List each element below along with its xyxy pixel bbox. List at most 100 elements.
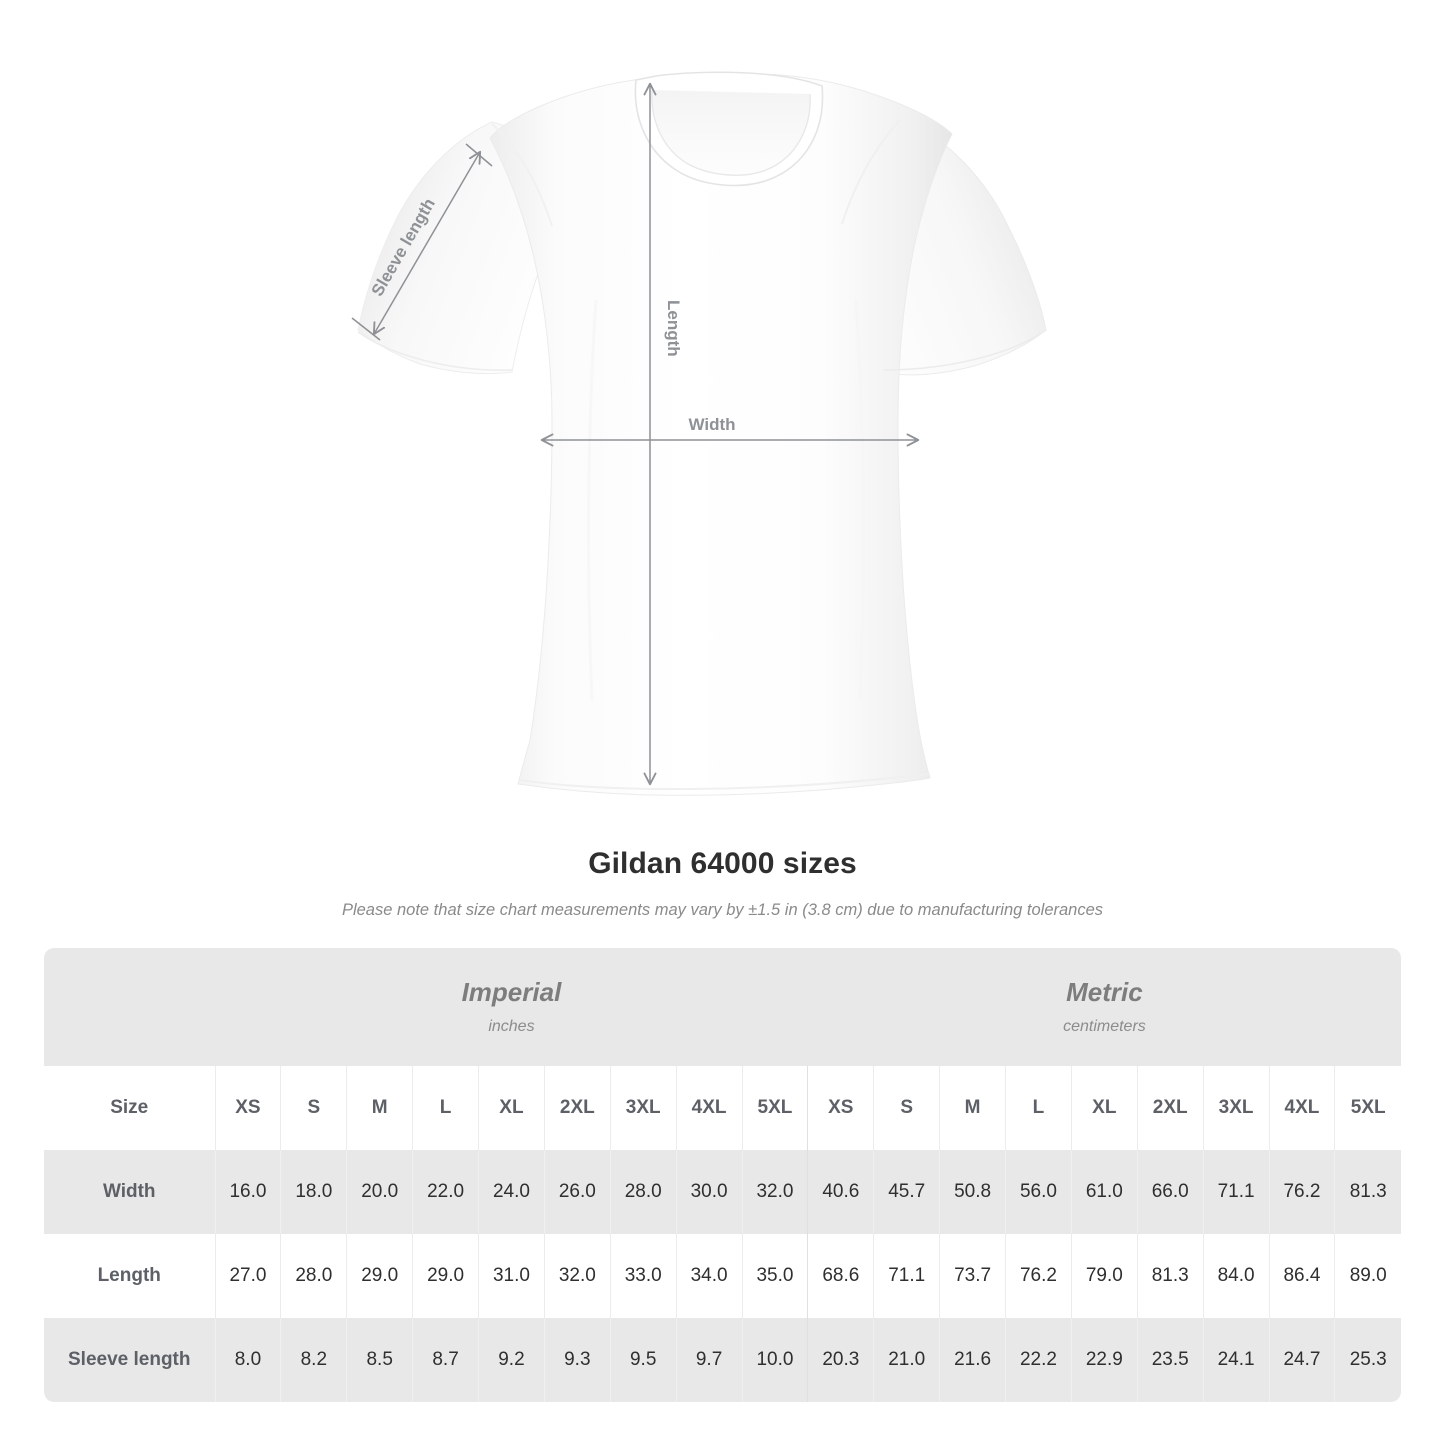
cell-length-imperial-5xl: 35.0 (741, 1234, 808, 1318)
cell-width-metric-5xl: 81.3 (1334, 1150, 1401, 1234)
cell-length-metric-s: 71.1 (873, 1234, 940, 1318)
tshirt-diagram: Sleeve length Length Width (351, 71, 1047, 796)
table-row-length: Length 27.0 28.0 29.0 29.0 31.0 32.0 33.… (44, 1234, 1401, 1318)
cell-width-metric-xs: 40.6 (807, 1150, 874, 1234)
header-imperial-4xl: 4XL (675, 1066, 742, 1150)
row-label-width: Width (44, 1150, 215, 1234)
cell-width-metric-s: 45.7 (873, 1150, 940, 1234)
cell-width-metric-xl: 61.0 (1070, 1150, 1138, 1234)
cell-width-metric-3xl: 71.1 (1202, 1150, 1269, 1234)
table-row-width: Width 16.0 18.0 20.0 22.0 24.0 26.0 28.0… (44, 1150, 1401, 1234)
cell-length-imperial-s: 28.0 (280, 1234, 347, 1318)
cell-sleeve-metric-3xl: 24.1 (1202, 1318, 1269, 1402)
cell-sleeve-imperial-2xl: 9.3 (543, 1318, 611, 1402)
cell-length-metric-2xl: 81.3 (1136, 1234, 1204, 1318)
cell-width-imperial-xl: 24.0 (478, 1150, 545, 1234)
cell-length-metric-xs: 68.6 (807, 1234, 874, 1318)
header-metric-xs: XS (807, 1066, 874, 1150)
cell-width-metric-4xl: 76.2 (1268, 1150, 1335, 1234)
cell-length-metric-m: 73.7 (939, 1234, 1006, 1318)
header-metric-5xl: 5XL (1334, 1066, 1401, 1150)
cell-length-metric-l: 76.2 (1005, 1234, 1072, 1318)
cell-sleeve-metric-5xl: 25.3 (1334, 1318, 1401, 1402)
header-imperial-s: S (280, 1066, 347, 1150)
sleeve-cap-bottom (351, 317, 381, 341)
cell-sleeve-imperial-5xl: 10.0 (741, 1318, 808, 1402)
header-imperial-3xl: 3XL (609, 1066, 677, 1150)
cell-length-imperial-3xl: 33.0 (609, 1234, 677, 1318)
cell-sleeve-metric-xs: 20.3 (807, 1318, 874, 1402)
cell-width-imperial-4xl: 30.0 (675, 1150, 742, 1234)
page-title: Gildan 64000 sizes (588, 847, 857, 880)
width-label: Width (688, 415, 735, 434)
header-imperial-xl: XL (478, 1066, 545, 1150)
unit-sub-imperial: inches (488, 1017, 535, 1035)
cell-sleeve-metric-2xl: 23.5 (1136, 1318, 1204, 1402)
cell-width-metric-l: 56.0 (1005, 1150, 1072, 1234)
cell-length-metric-3xl: 84.0 (1202, 1234, 1269, 1318)
width-annotation: Width (542, 415, 918, 440)
unit-banner-row: Imperial inches Metric centimeters (44, 948, 1401, 1066)
cell-length-imperial-m: 29.0 (346, 1234, 413, 1318)
header-imperial-m: M (346, 1066, 413, 1150)
cell-length-imperial-2xl: 32.0 (543, 1234, 611, 1318)
cell-length-metric-5xl: 89.0 (1334, 1234, 1401, 1318)
cell-length-imperial-l: 29.0 (412, 1234, 479, 1318)
cell-width-imperial-m: 20.0 (346, 1150, 413, 1234)
cell-sleeve-metric-s: 21.0 (873, 1318, 940, 1402)
size-table-container: Imperial inches Metric centimeters Size … (44, 948, 1401, 1402)
cell-length-imperial-xl: 31.0 (478, 1234, 545, 1318)
header-imperial-l: L (412, 1066, 479, 1150)
cell-width-imperial-l: 22.0 (412, 1150, 479, 1234)
unit-name-metric: Metric (1066, 976, 1143, 1007)
chart-heading: Gildan 64000 sizes Please note that size… (0, 846, 1445, 921)
cell-sleeve-imperial-l: 8.7 (412, 1318, 479, 1402)
header-metric-m: M (939, 1066, 1006, 1150)
size-table: Imperial inches Metric centimeters Size … (44, 948, 1401, 1402)
cell-length-imperial-xs: 27.0 (214, 1234, 281, 1318)
cell-sleeve-metric-m: 21.6 (939, 1318, 1006, 1402)
sleeve-measure-line (374, 152, 480, 334)
header-metric-l: L (1005, 1066, 1072, 1150)
cell-sleeve-imperial-4xl: 9.7 (675, 1318, 742, 1402)
size-header-row: Size XS S M L XL 2XL 3XL 4XL 5XL XS S M … (44, 1066, 1401, 1150)
cell-width-imperial-xs: 16.0 (214, 1150, 281, 1234)
cell-sleeve-metric-l: 22.2 (1005, 1318, 1072, 1402)
row-label-sleeve-length: Sleeve length (44, 1318, 215, 1402)
header-imperial-xs: XS (214, 1066, 281, 1150)
header-imperial-5xl: 5XL (741, 1066, 808, 1150)
cell-sleeve-imperial-s: 8.2 (280, 1318, 347, 1402)
row-label-length: Length (44, 1234, 215, 1318)
cell-sleeve-imperial-xl: 9.2 (478, 1318, 545, 1402)
unit-group-imperial: Imperial inches (215, 948, 808, 1066)
cell-width-imperial-2xl: 26.0 (543, 1150, 611, 1234)
cell-sleeve-imperial-xs: 8.0 (214, 1318, 281, 1402)
cell-width-imperial-3xl: 28.0 (609, 1150, 677, 1234)
table-row-sleeve-length: Sleeve length 8.0 8.2 8.5 8.7 9.2 9.3 9.… (44, 1318, 1401, 1402)
unit-spacer-cell (44, 948, 215, 1066)
header-metric-2xl: 2XL (1136, 1066, 1204, 1150)
header-metric-4xl: 4XL (1268, 1066, 1335, 1150)
cell-length-imperial-4xl: 34.0 (675, 1234, 742, 1318)
cell-length-metric-4xl: 86.4 (1268, 1234, 1335, 1318)
cell-sleeve-metric-xl: 22.9 (1070, 1318, 1138, 1402)
length-label: Length (664, 300, 683, 357)
unit-name-imperial: Imperial (461, 976, 562, 1007)
cell-width-metric-m: 50.8 (939, 1150, 1006, 1234)
unit-sub-metric: centimeters (1063, 1017, 1146, 1035)
cell-width-metric-2xl: 66.0 (1136, 1150, 1204, 1234)
header-imperial-2xl: 2XL (543, 1066, 611, 1150)
cell-width-imperial-s: 18.0 (280, 1150, 347, 1234)
tolerance-note: Please note that size chart measurements… (341, 901, 1104, 919)
cell-length-metric-xl: 79.0 (1070, 1234, 1138, 1318)
cell-width-imperial-5xl: 32.0 (741, 1150, 808, 1234)
header-metric-s: S (873, 1066, 940, 1150)
header-metric-xl: XL (1070, 1066, 1138, 1150)
cell-sleeve-imperial-m: 8.5 (346, 1318, 413, 1402)
header-metric-3xl: 3XL (1202, 1066, 1269, 1150)
header-size-label: Size (44, 1066, 215, 1150)
cell-sleeve-imperial-3xl: 9.5 (609, 1318, 677, 1402)
cell-sleeve-metric-4xl: 24.7 (1268, 1318, 1335, 1402)
unit-group-metric: Metric centimeters (807, 948, 1401, 1066)
